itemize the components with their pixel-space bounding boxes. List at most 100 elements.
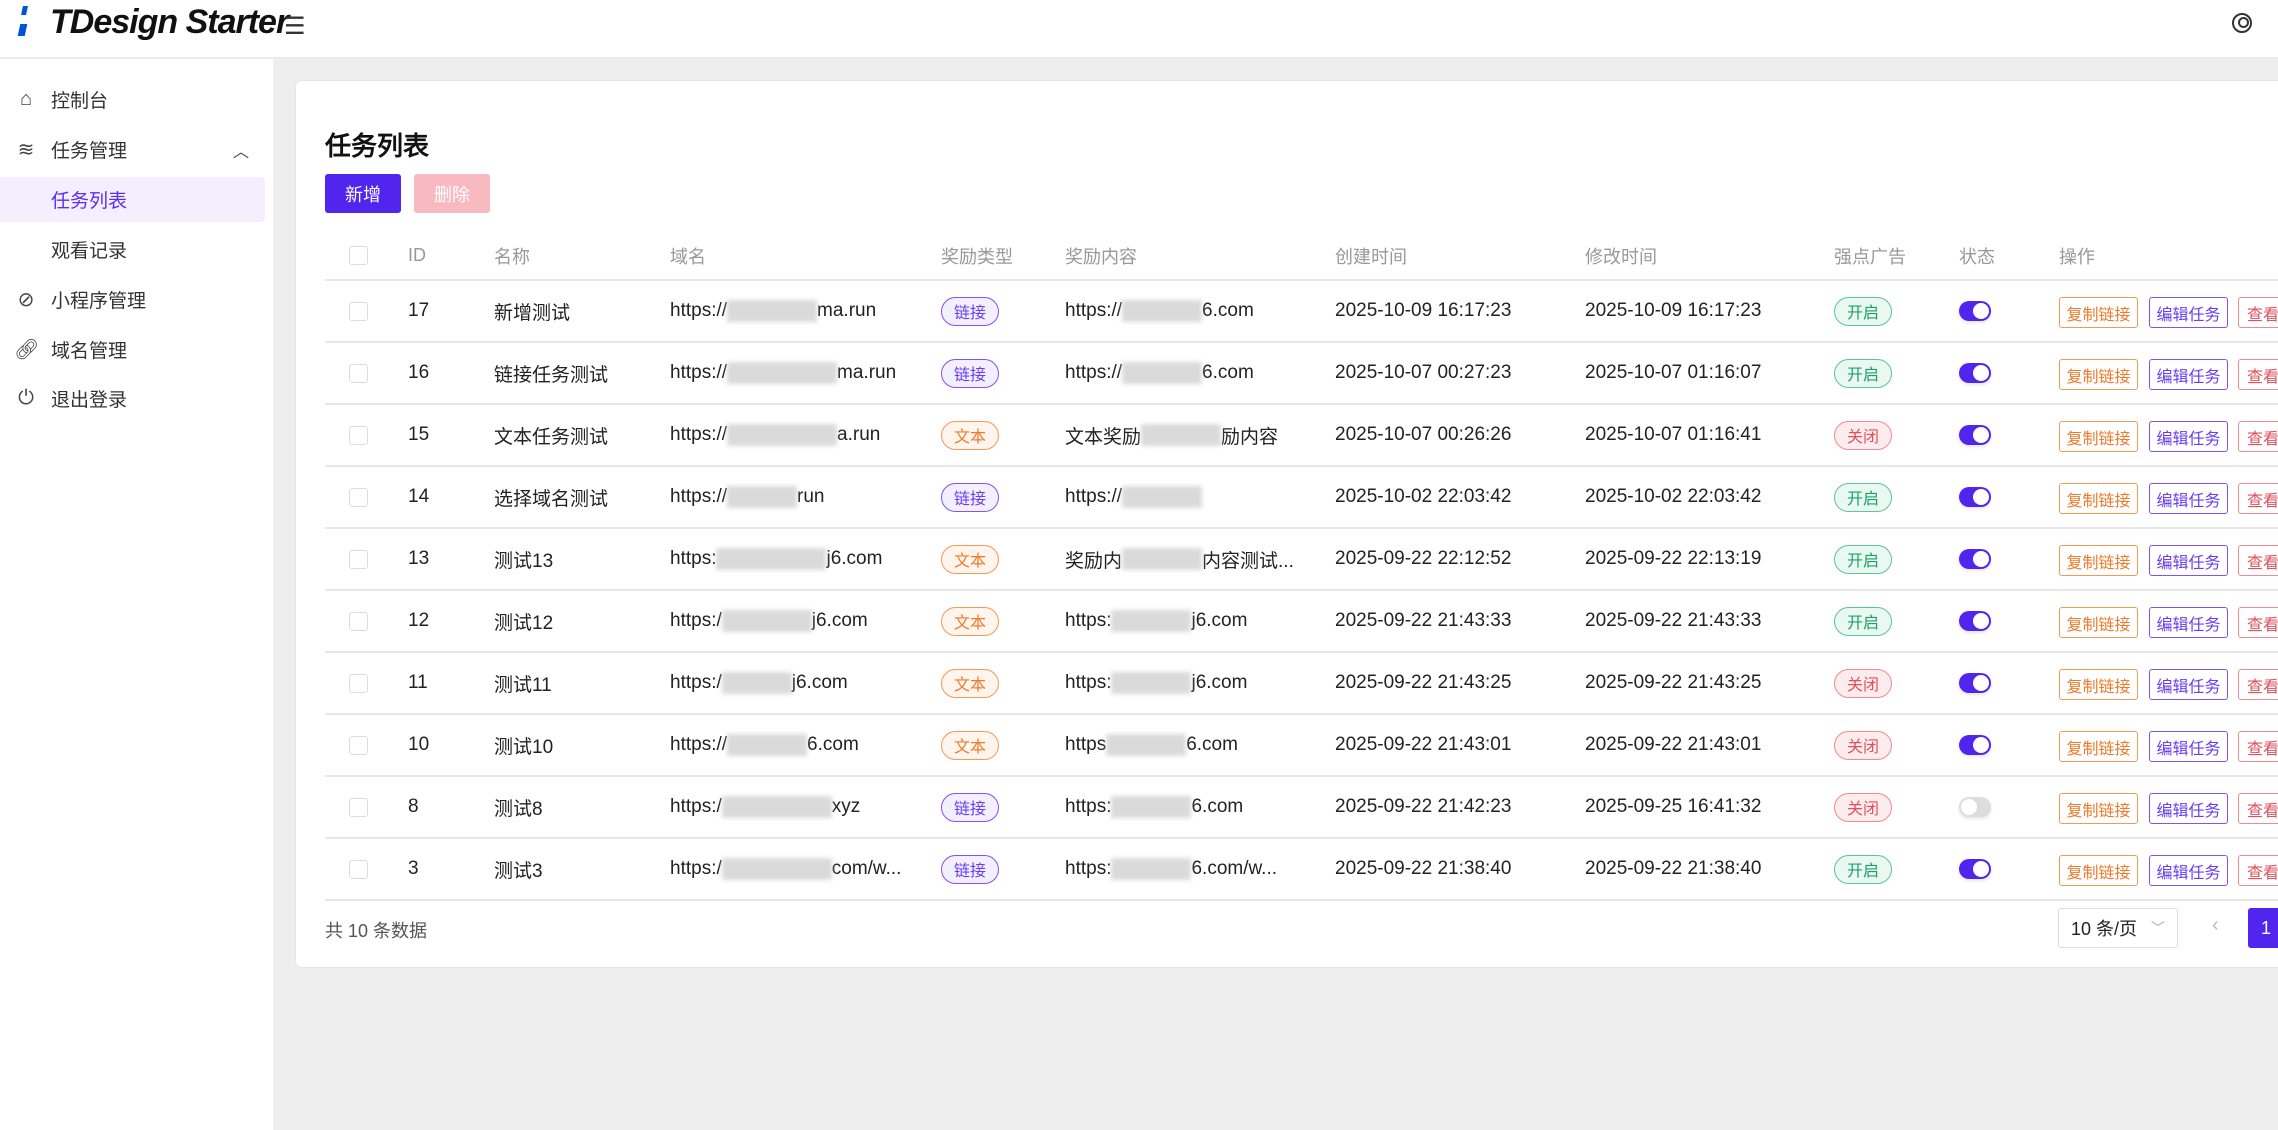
prev-page-icon[interactable]: ‹: [2212, 914, 2219, 936]
menu-icon[interactable]: ☰: [284, 13, 306, 40]
view-button[interactable]: 查看: [2238, 607, 2278, 638]
select-all-checkbox[interactable]: [349, 246, 368, 265]
ad-status-tag: 关闭: [1834, 792, 1893, 822]
edit-task-button[interactable]: 编辑任务: [2149, 297, 2228, 328]
cell-created: 2025-10-07 00:26:26: [1335, 424, 1512, 445]
table-row: 8 测试8 https:/ xyz 链接 https: 6.com 2025-09-…: [325, 777, 2278, 839]
logo-icon: [17, 6, 32, 38]
cell-content: https: 6.com: [1065, 777, 1243, 837]
copy-link-button[interactable]: 复制链接: [2059, 669, 2138, 700]
cell-created: 2025-09-22 21:43:25: [1335, 672, 1512, 693]
edit-task-button[interactable]: 编辑任务: [2149, 545, 2228, 576]
sidebar-item-task-list[interactable]: 任务列表: [0, 177, 265, 222]
edit-task-button[interactable]: 编辑任务: [2149, 855, 2228, 886]
view-button[interactable]: 查看: [2238, 297, 2278, 328]
table-row: 11 测试11 https:/ j6.com 文本 https: j6.com 20…: [325, 653, 2278, 715]
sidebar-item-label: 退出登录: [51, 390, 128, 411]
status-toggle[interactable]: [1959, 611, 1991, 631]
redacted-block: [1122, 548, 1203, 570]
cell-name: 链接任务测试: [494, 364, 609, 386]
status-toggle[interactable]: [1959, 673, 1991, 693]
sidebar-item-logout[interactable]: ⏻ 退出登录: [0, 376, 265, 421]
row-checkbox[interactable]: [349, 797, 368, 817]
content-prefix: https: [1065, 734, 1107, 755]
edit-task-button[interactable]: 编辑任务: [2149, 731, 2228, 762]
table-row: 14 选择域名测试 https:// run 链接 https:// 2025-1…: [325, 467, 2278, 529]
content-suffix: 6.com: [1191, 796, 1244, 817]
copy-link-button[interactable]: 复制链接: [2059, 421, 2138, 452]
delete-button[interactable]: 删除: [414, 174, 490, 213]
row-checkbox[interactable]: [349, 859, 368, 879]
add-button[interactable]: 新增: [325, 174, 401, 213]
copy-link-button[interactable]: 复制链接: [2059, 607, 2138, 638]
edit-task-button[interactable]: 编辑任务: [2149, 669, 2228, 700]
cell-name: 测试8: [494, 798, 543, 820]
app-title: TDesign Starter: [50, 3, 289, 41]
copy-link-button[interactable]: 复制链接: [2059, 793, 2138, 824]
row-checkbox[interactable]: [349, 549, 368, 569]
table-row: 15 文本任务测试 https:// a.run 文本 文本奖励 励内容 2025-…: [325, 405, 2278, 467]
copy-link-button[interactable]: 复制链接: [2059, 855, 2138, 886]
status-toggle[interactable]: [1959, 363, 1991, 383]
row-checkbox[interactable]: [349, 487, 368, 507]
page-title: 任务列表: [325, 131, 430, 161]
reward-type-tag: 链接: [941, 482, 1000, 512]
row-checkbox[interactable]: [349, 425, 368, 445]
cell-name: 选择域名测试: [494, 488, 609, 510]
view-button[interactable]: 查看: [2238, 855, 2278, 886]
sidebar-item-task-management[interactable]: ≋ 任务管理 ︿: [0, 127, 265, 172]
table-row: 13 测试13 https: j6.com 文本 奖励内 内容测试... 2025-…: [325, 529, 2278, 591]
cell-id: 14: [408, 486, 430, 507]
copy-link-button[interactable]: 复制链接: [2059, 359, 2138, 390]
sidebar-item-miniprogram[interactable]: ⊘ 小程序管理: [0, 277, 265, 322]
sidebar-item-dashboard[interactable]: ⌂ 控制台: [0, 77, 265, 122]
chevron-down-icon: ﹀: [2151, 920, 2165, 936]
status-toggle[interactable]: [1959, 859, 1991, 879]
status-toggle[interactable]: [1959, 425, 1991, 445]
cell-modified: 2025-09-22 22:13:19: [1585, 548, 1762, 569]
edit-task-button[interactable]: 编辑任务: [2149, 421, 2228, 452]
cell-modified: 2025-10-02 22:03:42: [1585, 486, 1762, 507]
status-toggle[interactable]: [1959, 549, 1991, 569]
sidebar-item-domain[interactable]: 🔗︎ 域名管理: [0, 327, 265, 372]
sidebar-item-watch-records[interactable]: 观看记录: [0, 227, 265, 272]
copy-link-button[interactable]: 复制链接: [2059, 297, 2138, 328]
redacted-block: [1122, 362, 1203, 384]
view-button[interactable]: 查看: [2238, 793, 2278, 824]
view-button[interactable]: 查看: [2238, 421, 2278, 452]
status-toggle[interactable]: [1959, 797, 1991, 817]
row-checkbox[interactable]: [349, 301, 368, 321]
row-checkbox[interactable]: [349, 673, 368, 693]
cell-id: 17: [408, 300, 430, 321]
content-suffix: 内容测试...: [1202, 550, 1294, 572]
copy-link-button[interactable]: 复制链接: [2059, 545, 2138, 576]
content-prefix: https://: [1065, 300, 1123, 321]
view-button[interactable]: 查看: [2238, 545, 2278, 576]
status-toggle[interactable]: [1959, 735, 1991, 755]
view-button[interactable]: 查看: [2238, 731, 2278, 762]
view-button[interactable]: 查看: [2238, 669, 2278, 700]
copy-link-button[interactable]: 复制链接: [2059, 731, 2138, 762]
cell-id: 3: [408, 858, 419, 879]
row-checkbox[interactable]: [349, 363, 368, 383]
page-size-select[interactable]: 10 条/页 ﹀: [2058, 908, 2178, 948]
domain-suffix: xyz: [831, 796, 861, 817]
edit-task-button[interactable]: 编辑任务: [2149, 793, 2228, 824]
cell-created: 2025-09-22 21:43:33: [1335, 610, 1512, 631]
user-circle-icon[interactable]: [2232, 13, 2252, 33]
column-header: 名称: [494, 246, 530, 267]
view-button[interactable]: 查看: [2238, 483, 2278, 514]
domain-prefix: https://: [670, 486, 728, 507]
edit-task-button[interactable]: 编辑任务: [2149, 483, 2228, 514]
edit-task-button[interactable]: 编辑任务: [2149, 607, 2228, 638]
row-checkbox[interactable]: [349, 735, 368, 755]
redacted-block: [727, 300, 818, 322]
status-toggle[interactable]: [1959, 301, 1991, 321]
edit-task-button[interactable]: 编辑任务: [2149, 359, 2228, 390]
column-header: 创建时间: [1335, 246, 1407, 267]
status-toggle[interactable]: [1959, 487, 1991, 507]
view-button[interactable]: 查看: [2238, 359, 2278, 390]
row-checkbox[interactable]: [349, 611, 368, 631]
copy-link-button[interactable]: 复制链接: [2059, 483, 2138, 514]
page-button-current[interactable]: 1: [2248, 908, 2278, 948]
